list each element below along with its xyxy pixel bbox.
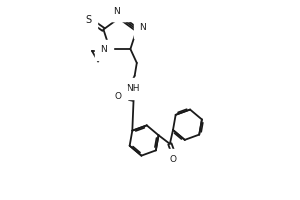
Text: S: S — [85, 15, 91, 25]
Text: N: N — [100, 45, 107, 54]
Text: H: H — [118, 7, 124, 16]
Text: O: O — [115, 92, 122, 101]
Text: NH: NH — [126, 84, 140, 93]
Text: N: N — [113, 7, 120, 16]
Text: O: O — [169, 155, 176, 164]
Text: N: N — [140, 23, 146, 32]
